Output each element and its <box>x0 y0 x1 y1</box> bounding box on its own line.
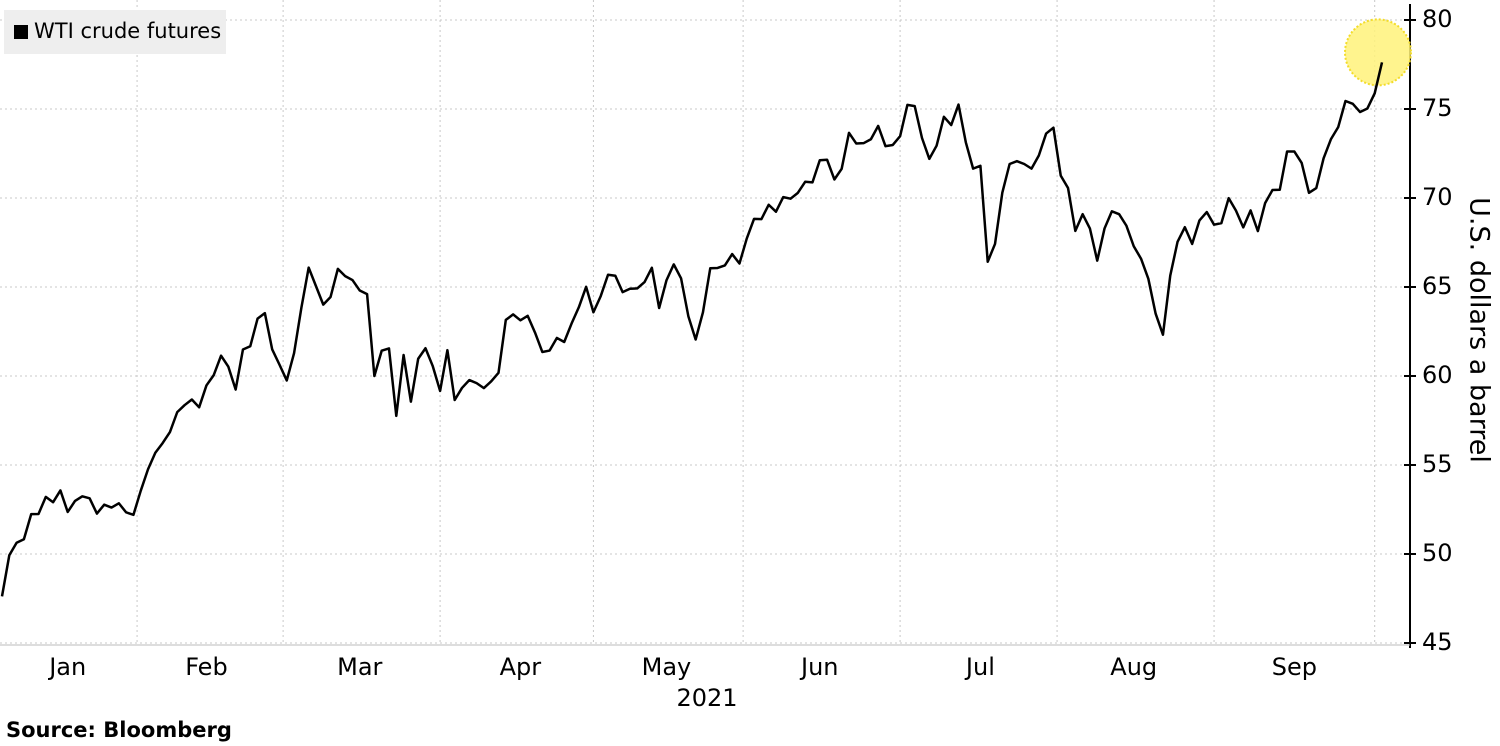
legend: WTI crude futures <box>4 10 226 54</box>
x-tick-label: Mar <box>337 653 382 681</box>
x-tick-label: Jul <box>964 653 995 681</box>
highlight-marker <box>1344 18 1412 87</box>
y-tick-label: 70 <box>1422 183 1453 211</box>
y-tick-label: 80 <box>1422 5 1453 33</box>
x-tick-label: Sep <box>1272 653 1317 681</box>
x-tick-label: Jun <box>799 653 839 681</box>
data-line <box>0 62 1384 597</box>
y-tick-label: 50 <box>1422 539 1453 567</box>
x-tick-label: Feb <box>185 653 228 681</box>
legend-label: WTI crude futures <box>34 19 221 43</box>
y-axis-title: U.S. dollars a barrel <box>1464 197 1495 463</box>
x-tick-label: Aug <box>1110 653 1157 681</box>
y-tick-label: 55 <box>1422 450 1453 478</box>
legend-background <box>4 10 226 54</box>
y-tick-label: 60 <box>1422 361 1453 389</box>
y-tick-label: 65 <box>1422 272 1453 300</box>
y-tick-label: 45 <box>1422 628 1453 656</box>
y-tick-label: 75 <box>1422 94 1453 122</box>
legend-swatch <box>14 25 28 39</box>
x-tick-label: May <box>642 653 692 681</box>
x-tick-label: Apr <box>500 653 542 681</box>
x-tick-label: Jan <box>47 653 86 681</box>
plot-area <box>0 0 1410 645</box>
x-axis-title: 2021 <box>676 684 737 712</box>
source-note: Source: Bloomberg <box>6 718 232 742</box>
